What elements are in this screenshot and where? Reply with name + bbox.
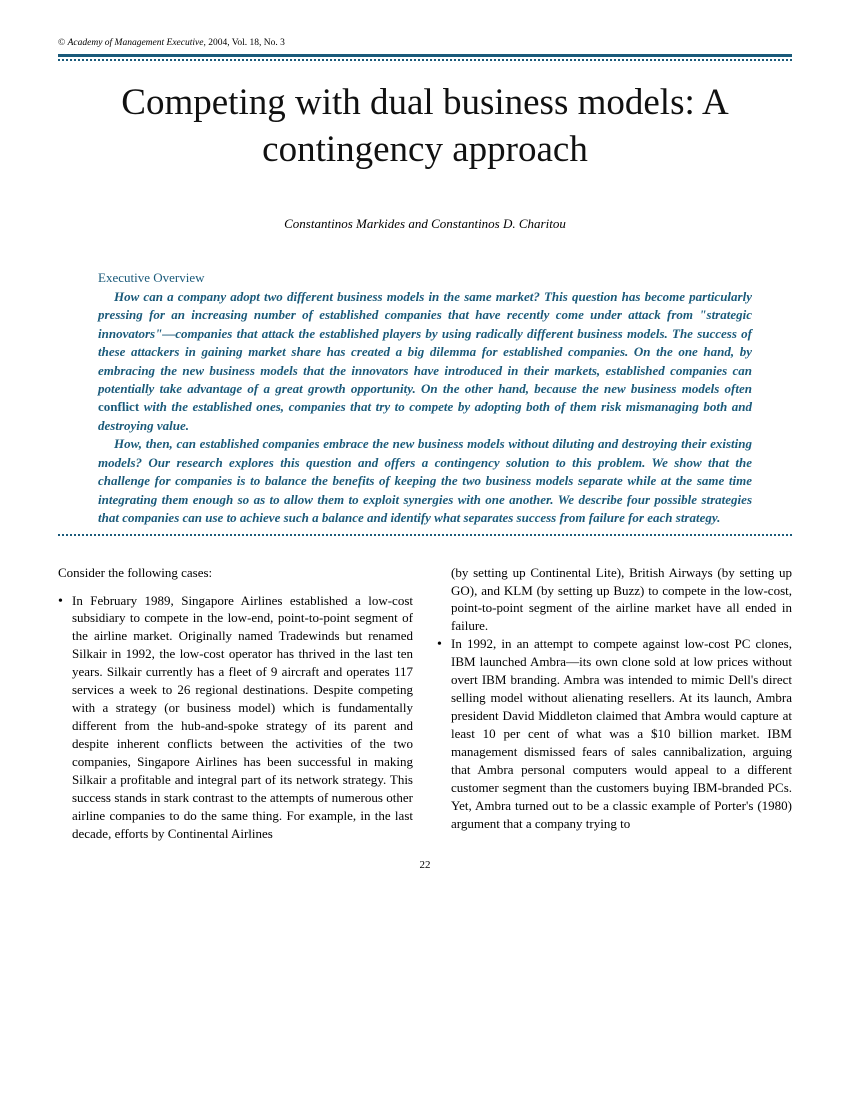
body-columns: Consider the following cases: In Februar… bbox=[58, 564, 792, 843]
intro-line: Consider the following cases: bbox=[58, 564, 413, 582]
overview-heading: Executive Overview bbox=[98, 270, 752, 286]
overview-para-2: How, then, can established companies emb… bbox=[98, 435, 752, 527]
copyright-symbol: © bbox=[58, 38, 68, 48]
rule-dotted-bottom bbox=[58, 534, 792, 536]
executive-overview: Executive Overview How can a company ado… bbox=[58, 270, 792, 528]
overview-text: How can a company adopt two different bu… bbox=[98, 288, 752, 528]
overview-conflict-word: conflict bbox=[98, 399, 139, 414]
bullet-list-right: In 1992, in an attempt to compete agains… bbox=[437, 635, 792, 832]
column-left: Consider the following cases: In Februar… bbox=[58, 564, 413, 843]
rule-solid-top bbox=[58, 54, 792, 57]
bullet-list-left: In February 1989, Singapore Airlines est… bbox=[58, 592, 413, 843]
article-title: Competing with dual business models: A c… bbox=[68, 79, 782, 174]
journal-citation: , 2004, Vol. 18, No. 3 bbox=[203, 38, 284, 48]
title-block: Competing with dual business models: A c… bbox=[58, 79, 792, 174]
journal-name: Academy of Management Executive bbox=[68, 38, 204, 48]
overview-para-1: How can a company adopt two different bu… bbox=[98, 288, 752, 436]
authors-line: Constantinos Markides and Constantinos D… bbox=[58, 216, 792, 232]
page-number: 22 bbox=[58, 859, 792, 871]
page-container: © Academy of Management Executive, 2004,… bbox=[0, 0, 850, 891]
bullet1-continuation: (by setting up Continental Lite), Britis… bbox=[437, 564, 792, 636]
column-right: (by setting up Continental Lite), Britis… bbox=[437, 564, 792, 843]
rule-dotted-top bbox=[58, 59, 792, 61]
journal-header: © Academy of Management Executive, 2004,… bbox=[58, 38, 792, 48]
list-item: In February 1989, Singapore Airlines est… bbox=[58, 592, 413, 843]
list-item: In 1992, in an attempt to compete agains… bbox=[437, 635, 792, 832]
